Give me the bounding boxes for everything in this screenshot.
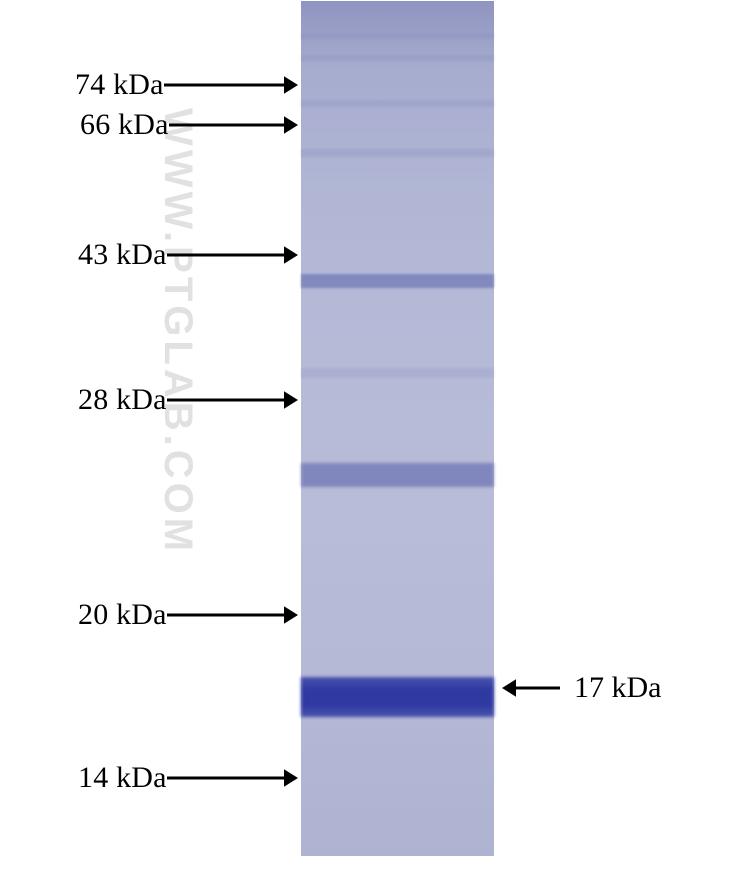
marker-row: 28 kDa <box>78 383 298 417</box>
marker-row: 74 kDa <box>75 68 298 102</box>
gel-band <box>301 33 494 39</box>
marker-label: 74 kDa <box>75 68 164 102</box>
marker-row: 43 kDa <box>78 238 298 272</box>
marker-label: 43 kDa <box>78 238 167 272</box>
marker-label: 20 kDa <box>78 598 167 632</box>
arrow-left-icon <box>502 677 560 699</box>
marker-label: 14 kDa <box>78 761 167 795</box>
arrow-right-icon <box>167 389 298 411</box>
marker-row: 14 kDa <box>78 761 298 795</box>
watermark-text: WWW.PTGLAB.COM <box>155 108 200 555</box>
gel-band <box>301 55 494 61</box>
marker-row: 20 kDa <box>78 598 298 632</box>
result-label: 17 kDa <box>574 671 661 705</box>
gel-band <box>301 274 494 288</box>
gel-band <box>301 677 494 717</box>
gel-lane <box>301 1 494 856</box>
gel-diagram: WWW.PTGLAB.COM 74 kDa 66 kDa 43 kDa 28 k… <box>0 0 740 885</box>
marker-row: 66 kDa <box>80 108 298 142</box>
arrow-right-icon <box>167 604 298 626</box>
arrow-right-icon <box>167 767 298 789</box>
gel-band <box>301 463 494 487</box>
arrow-right-icon <box>167 244 298 266</box>
gel-band <box>301 368 494 378</box>
marker-label: 66 kDa <box>80 108 169 142</box>
gel-band <box>301 100 494 107</box>
gel-band <box>301 149 494 157</box>
result-marker-row: 17 kDa <box>502 670 661 706</box>
marker-label: 28 kDa <box>78 383 167 417</box>
arrow-right-icon <box>169 114 298 136</box>
arrow-right-icon <box>164 74 298 96</box>
